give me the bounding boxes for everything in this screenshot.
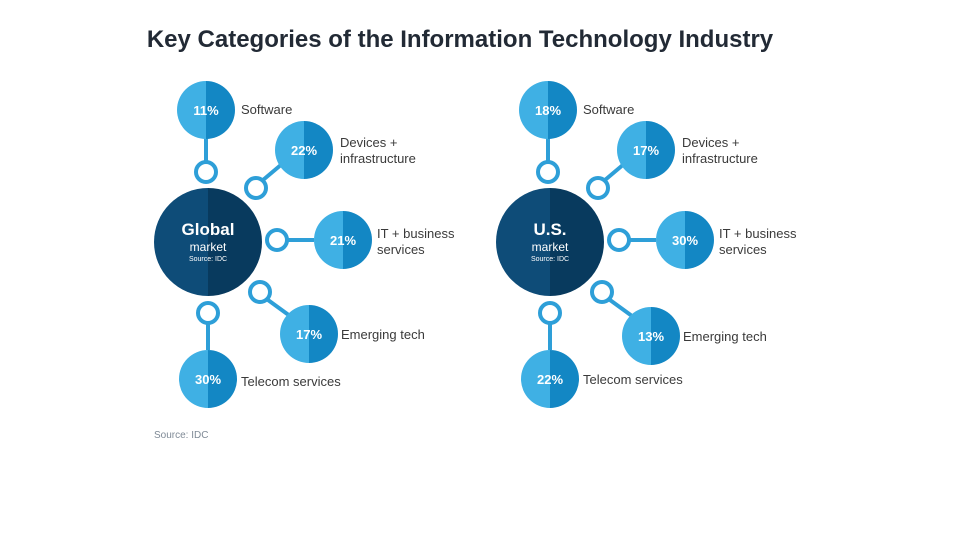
connector-devices [261,162,284,182]
connector-ring-it-services [265,228,289,252]
label-devices: Devices + infrastructure [682,135,758,166]
hub-title: U.S. [533,219,567,239]
connector-ring-emerging [248,280,272,304]
global-hub: Global market Source: IDC [154,188,262,296]
connector-ring-devices [586,176,610,200]
bubble-emerging-tech: 17% [280,305,338,363]
label-telecom: Telecom services [241,374,341,389]
bubble-it-services: 30% [656,211,714,269]
connector-ring-emerging [590,280,614,304]
bubble-devices: 17% [617,121,675,179]
source-footnote: Source: IDC [154,430,209,441]
connector-emerging [608,298,634,318]
label-emerging-tech: Emerging tech [683,329,767,344]
connector-ring-devices [244,176,268,200]
bubble-software: 11% [177,81,235,139]
connector-ring-software [194,160,218,184]
bubble-it-services: 21% [314,211,372,269]
global-market-diagram: Global market Source: IDC 11% Software 2… [154,81,455,408]
us-market-diagram: U.S. market Source: IDC 18% Software 17%… [342,0,822,540]
page-title: Key Categories of the Information Techno… [146,26,774,53]
connector-ring-it-services [607,228,631,252]
label-telecom: Telecom services [583,372,683,387]
connector-devices [603,162,626,182]
bubble-telecom: 30% [179,350,237,408]
label-it-services: IT + business services [377,226,455,257]
hub-source: Source: IDC [530,255,570,263]
bubble-telecom: 22% [521,350,579,408]
label-software: Software [583,102,635,117]
hub-subtitle: market [189,239,227,254]
label-it-services: IT + business services [719,226,797,257]
hub-source: Source: IDC [188,255,228,263]
hub-subtitle: market [531,239,569,254]
connector-ring-telecom [196,301,220,325]
connector-ring-software [536,160,560,184]
label-emerging-tech: Emerging tech [341,327,425,342]
hub-title: Global [181,219,235,239]
label-software: Software [241,102,293,117]
connector-ring-telecom [538,301,562,325]
label-devices: Devices + infrastructure [340,135,416,166]
bubble-software: 18% [519,81,577,139]
global-connectors [194,138,314,350]
bubble-devices: 22% [275,121,333,179]
us-connectors [536,138,656,350]
connector-emerging [266,298,292,318]
bubble-emerging-tech: 13% [622,307,680,365]
us-hub: U.S. market Source: IDC [496,188,604,296]
